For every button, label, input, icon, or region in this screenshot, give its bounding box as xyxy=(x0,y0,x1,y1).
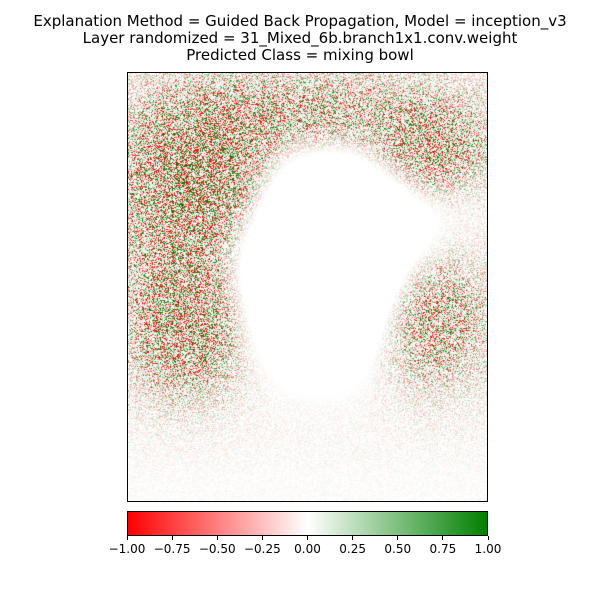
title-line-method: Explanation Method = Guided Back Propaga… xyxy=(33,12,567,30)
colorbar-tick xyxy=(352,536,354,540)
colorbar-tick xyxy=(261,536,263,540)
colorbar-tick xyxy=(307,536,308,540)
colorbar-tick-label: −0.75 xyxy=(153,542,191,556)
colorbar-tick-label: −0.25 xyxy=(243,542,281,556)
colorbar-tick-label: 0.75 xyxy=(429,542,457,556)
chart-title: Explanation Method = Guided Back Propaga… xyxy=(0,13,600,64)
colorbar-tick-label: −0.50 xyxy=(198,542,236,556)
colorbar-tick xyxy=(171,536,173,540)
colorbar-tick xyxy=(216,536,218,540)
colorbar-tick-label: 0.25 xyxy=(339,542,366,556)
title-line-layer: Layer randomized = 31_Mixed_6b.branch1x1… xyxy=(82,29,518,47)
colorbar-tick-label: 1.00 xyxy=(474,542,502,556)
saliency-heatmap xyxy=(128,73,487,501)
heatmap-panel xyxy=(127,72,488,502)
colorbar-tick-label: −1.00 xyxy=(108,542,146,556)
colorbar-tick xyxy=(397,536,399,540)
colorbar-tick xyxy=(487,536,489,540)
colorbar xyxy=(127,511,488,536)
colorbar-tick-label: 0.50 xyxy=(384,542,412,556)
colorbar-tick xyxy=(442,536,444,540)
colorbar-tick-label: 0.00 xyxy=(294,542,321,556)
title-line-class: Predicted Class = mixing bowl xyxy=(186,46,414,64)
colorbar-tick xyxy=(126,536,128,540)
